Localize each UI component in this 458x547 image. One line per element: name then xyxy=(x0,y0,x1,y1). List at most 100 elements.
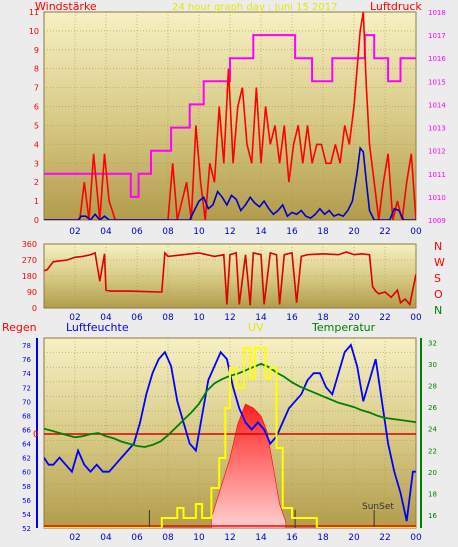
wind-x-tick-label: 20 xyxy=(348,227,360,237)
direction-series-group xyxy=(44,250,416,307)
direction-x-tick-label: 22 xyxy=(379,313,390,323)
humidity-tick-label: 64 xyxy=(22,441,31,449)
humidity-tick-label: 60 xyxy=(22,469,31,477)
climate-series-group xyxy=(44,343,416,528)
wind-tick-label: 7 xyxy=(34,84,39,93)
series-wind-mean xyxy=(44,146,416,220)
wind-x-tick-label: 16 xyxy=(286,227,298,237)
series-uv xyxy=(44,347,416,528)
wind-tick-label: 5 xyxy=(34,121,39,130)
direction-x-tick-label: 08 xyxy=(162,313,174,323)
climate-x-tick-label: 14 xyxy=(255,533,267,543)
wind-x-tick-label: 00 xyxy=(410,227,422,237)
wind-series-group xyxy=(44,12,416,220)
pressure-tick-label: 1009 xyxy=(428,217,446,225)
wind-tick-label: 8 xyxy=(34,65,39,74)
chart-title: 24 hour graph day : Juni 15 2017 xyxy=(172,2,338,13)
direction-tick-label: 270 xyxy=(22,256,37,265)
wind-x-tick-label: 06 xyxy=(131,227,143,237)
compass-o: O xyxy=(434,288,443,301)
direction-tick-label: 90 xyxy=(27,288,37,297)
humidity-tick-label: 62 xyxy=(22,455,31,463)
wind-tick-label: 0 xyxy=(34,216,39,225)
direction-x-tick-label: 00 xyxy=(410,313,422,323)
humidity-tick-label: 66 xyxy=(22,426,31,434)
humidity-tick-label: 70 xyxy=(22,398,31,406)
direction-x-tick-label: 12 xyxy=(224,313,235,323)
label-windstaerke: Windstärke xyxy=(35,0,97,13)
compass-n-top: N xyxy=(434,240,442,253)
wind-tick-label: 10 xyxy=(29,27,39,36)
temperature-tick-label: 26 xyxy=(428,404,437,412)
temperature-tick-label: 24 xyxy=(428,426,437,434)
wind-x-tick-label: 22 xyxy=(379,227,390,237)
temperature-tick-label: 18 xyxy=(428,490,437,498)
humidity-tick-label: 52 xyxy=(22,525,31,533)
climate-x-tick-label: 22 xyxy=(379,533,390,543)
direction-tick-label: 180 xyxy=(22,272,37,281)
climate-x-tick-label: 20 xyxy=(348,533,360,543)
wind-tick-label: 6 xyxy=(34,103,39,112)
temperature-tick-label: 30 xyxy=(428,361,437,369)
direction-x-tick-label: 14 xyxy=(255,313,267,323)
pressure-tick-label: 1013 xyxy=(428,125,446,133)
direction-x-tick-label: 18 xyxy=(317,313,329,323)
direction-x-tick-label: 02 xyxy=(69,313,80,323)
climate-x-tick-label: 10 xyxy=(193,533,205,543)
label-luftdruck: Luftdruck xyxy=(370,0,422,13)
pressure-tick-label: 1014 xyxy=(428,101,446,109)
temperature-tick-label: 32 xyxy=(428,339,437,347)
humidity-tick-label: 72 xyxy=(22,384,31,392)
wind-tick-label: 11 xyxy=(29,8,39,17)
pressure-tick-label: 1010 xyxy=(428,194,446,202)
climate-x-tick-label: 02 xyxy=(69,533,80,543)
wind-tick-label: 1 xyxy=(34,197,39,206)
label-uv: UV xyxy=(248,321,264,334)
direction-x-tick-label: 20 xyxy=(348,313,360,323)
direction-x-tick-label: 10 xyxy=(193,313,205,323)
direction-x-tick-label: 06 xyxy=(131,313,143,323)
direction-tick-label: 360 xyxy=(22,240,37,249)
wind-x-tick-label: 18 xyxy=(317,227,329,237)
pressure-tick-label: 1017 xyxy=(428,32,446,40)
wind-x-tick-label: 10 xyxy=(193,227,205,237)
humidity-tick-label: 56 xyxy=(22,497,31,505)
wind-tick-label: 4 xyxy=(34,140,39,149)
pressure-tick-label: 1011 xyxy=(428,171,446,179)
humidity-tick-label: 58 xyxy=(22,483,31,491)
label-sunset: SunSet xyxy=(362,502,394,512)
direction-tick-label: 0 xyxy=(32,304,37,313)
direction-x-tick-label: 04 xyxy=(100,313,112,323)
climate-x-tick-label: 12 xyxy=(224,533,235,543)
temperature-tick-label: 20 xyxy=(428,469,437,477)
wind-x-tick-label: 12 xyxy=(224,227,235,237)
humidity-tick-label: 78 xyxy=(22,342,31,350)
climate-x-tick-label: 08 xyxy=(162,533,174,543)
wind-x-tick-label: 04 xyxy=(100,227,112,237)
temperature-tick-label: 28 xyxy=(428,383,437,391)
wind-x-tick-label: 14 xyxy=(255,227,267,237)
label-luftfeuchte: Luftfeuchte xyxy=(66,321,129,334)
humidity-tick-label: 74 xyxy=(22,370,31,378)
humidity-tick-label: 54 xyxy=(22,511,31,519)
compass-n-bottom: N xyxy=(434,304,442,317)
wind-x-tick-label: 08 xyxy=(162,227,174,237)
climate-x-tick-label: 16 xyxy=(286,533,298,543)
pressure-tick-label: 1015 xyxy=(428,78,446,86)
climate-x-tick-label: 06 xyxy=(131,533,143,543)
series-luftdruck xyxy=(44,34,416,198)
compass-w: W xyxy=(434,256,445,269)
wind-tick-label: 3 xyxy=(34,159,39,168)
pressure-tick-label: 1018 xyxy=(428,9,446,17)
direction-x-tick-label: 16 xyxy=(286,313,298,323)
label-regen: Regen xyxy=(2,321,37,334)
pressure-tick-label: 1016 xyxy=(428,55,446,63)
series-wind-gust xyxy=(44,12,416,220)
compass-s: S xyxy=(434,272,441,285)
regen-zero-label: 0 xyxy=(33,430,39,440)
climate-x-tick-label: 18 xyxy=(317,533,329,543)
humidity-tick-label: 76 xyxy=(22,356,31,364)
series-windrichtung xyxy=(44,250,416,307)
climate-x-tick-label: 00 xyxy=(410,533,422,543)
